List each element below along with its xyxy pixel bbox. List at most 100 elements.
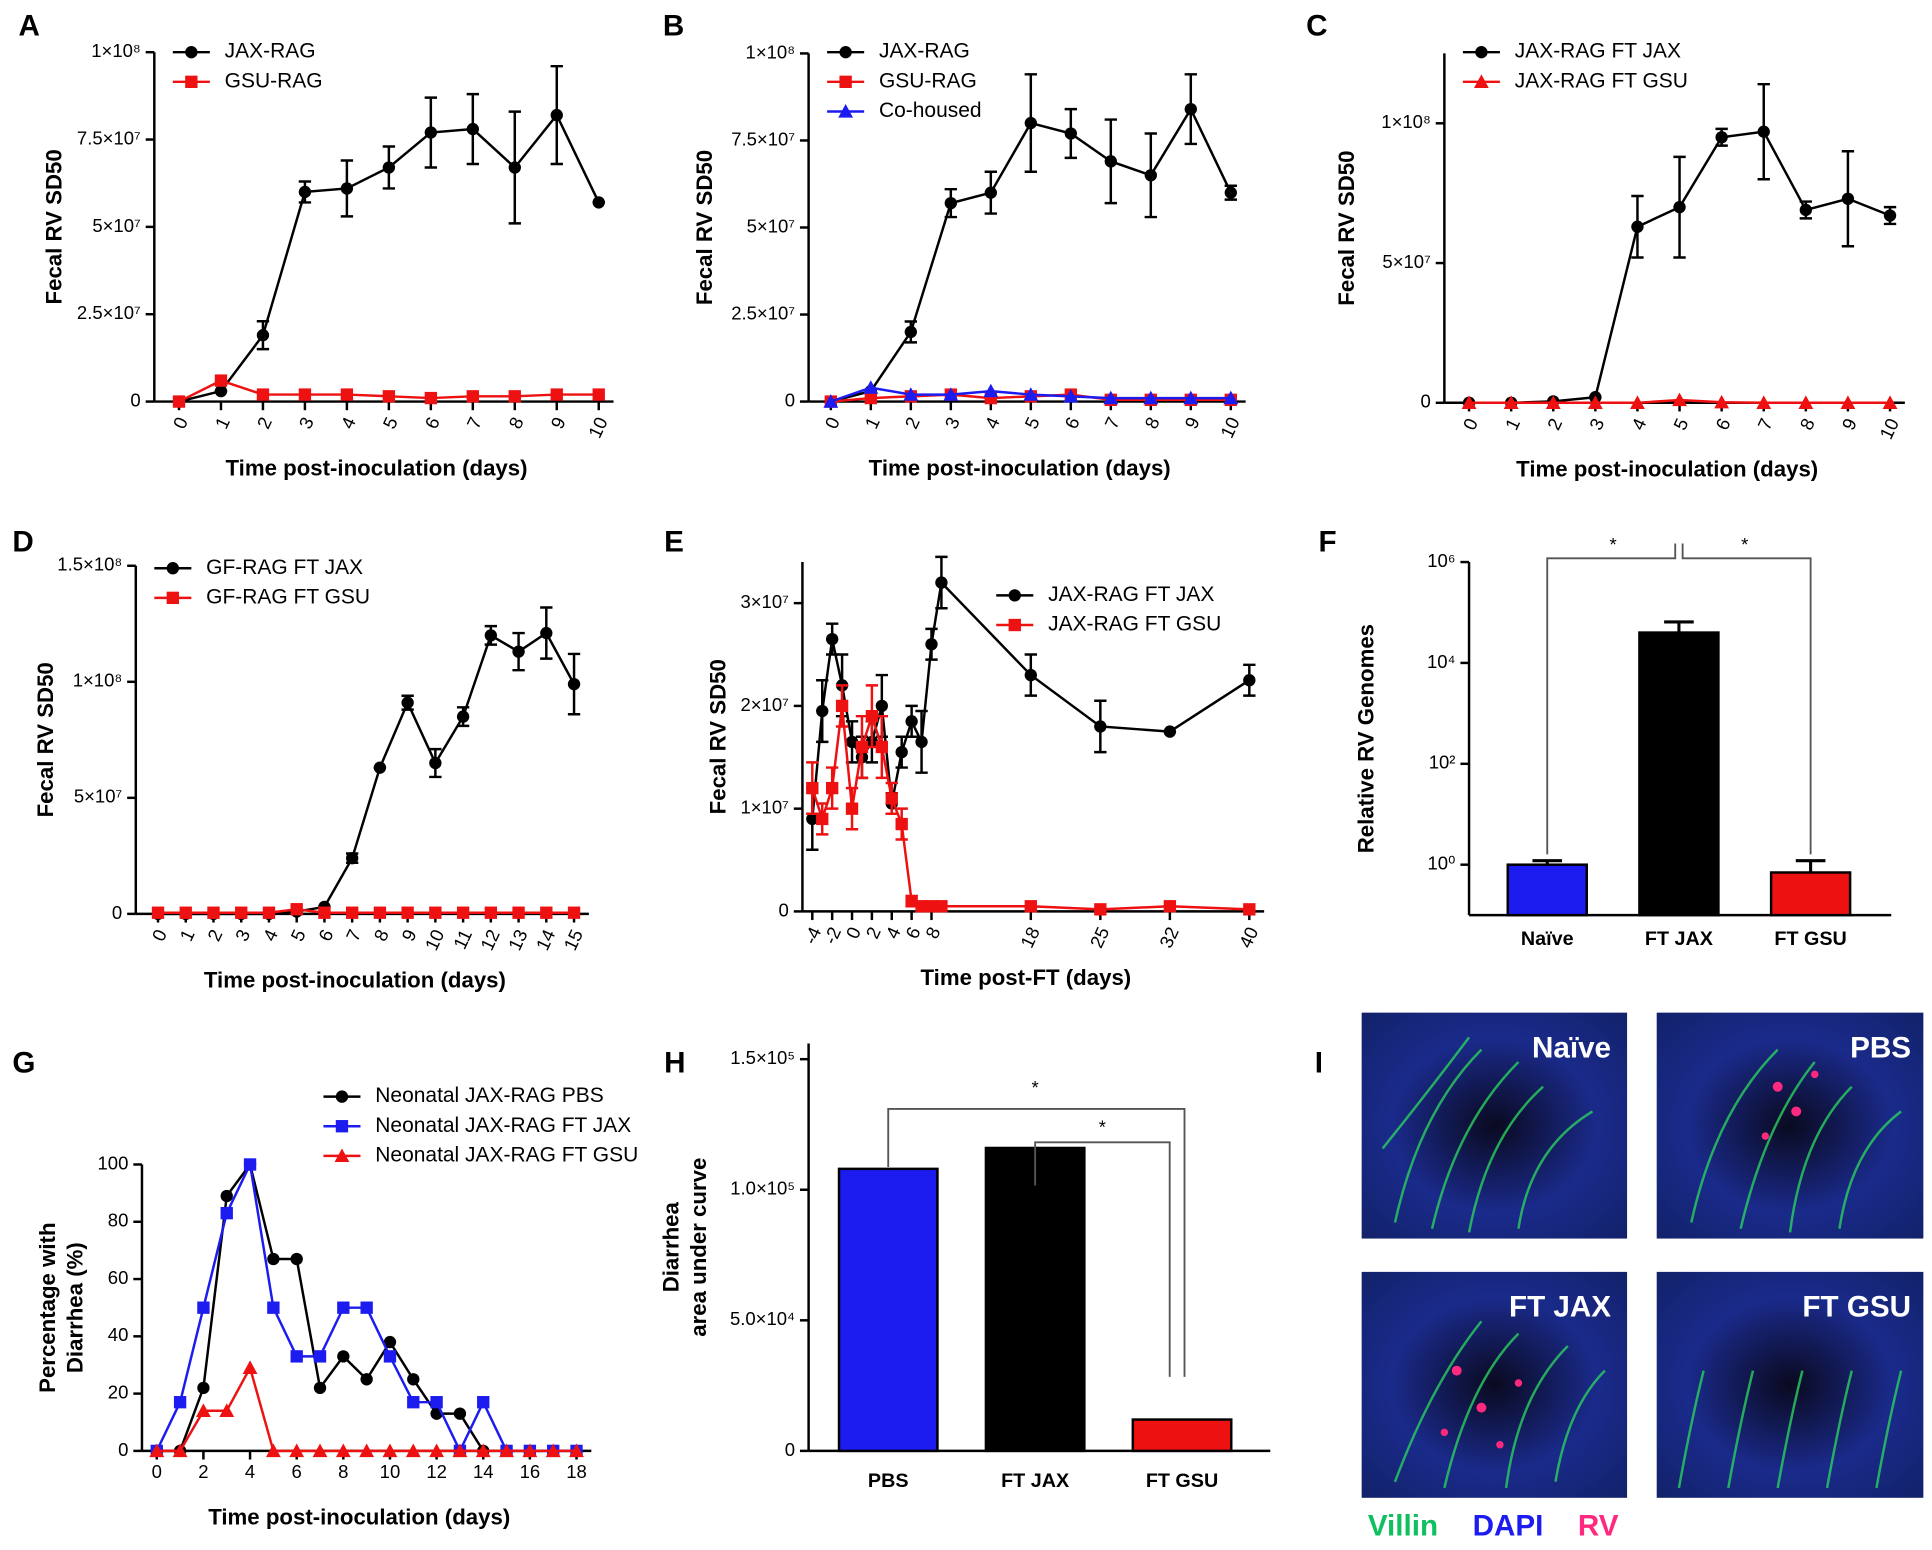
x-tick-label: 0 xyxy=(152,1461,162,1482)
x-tick-label: 9 xyxy=(397,926,420,944)
bar xyxy=(837,1167,939,1453)
data-point xyxy=(1503,395,1519,409)
data-point xyxy=(453,1407,467,1420)
x-tick-label: 4 xyxy=(259,926,282,944)
legend-label: JAX-RAG xyxy=(225,40,316,63)
data-point xyxy=(172,1443,188,1458)
data-point xyxy=(382,1443,398,1458)
y-tick-label: 2.5×10⁷ xyxy=(77,302,141,323)
y-tick-label: 1.5×10⁸ xyxy=(57,554,122,575)
data-point xyxy=(383,1350,397,1363)
x-tick-label: 1 xyxy=(211,414,234,432)
data-point xyxy=(550,108,563,122)
data-point xyxy=(508,390,521,403)
y-tick-label: 0 xyxy=(779,899,789,920)
data-point xyxy=(845,735,859,749)
x-tick-label: 0 xyxy=(1459,415,1482,433)
legend-marker xyxy=(1475,46,1488,59)
legend-label: Neonatal JAX-RAG FT GSU xyxy=(375,1143,638,1166)
data-point xyxy=(1883,209,1897,222)
data-point xyxy=(592,196,605,209)
data-point xyxy=(569,1443,584,1458)
data-point xyxy=(149,1443,165,1458)
data-point xyxy=(1882,395,1898,409)
series-line xyxy=(811,579,1250,820)
chart: B 0 2.5×10⁷ 5×10⁷ 7.5×10⁷ 1×10⁸ Fecal RV SD50 T… xyxy=(663,9,1246,480)
data-point xyxy=(806,812,819,826)
data-point xyxy=(512,645,525,658)
x-axis-title: Time post-inoculation (days) xyxy=(226,455,528,480)
x-axis-title: Time post-FT (days) xyxy=(921,965,1132,990)
legend-label: Co-housed xyxy=(879,99,982,122)
data-point xyxy=(935,576,948,589)
data-point xyxy=(196,1403,211,1417)
panel-letter: D xyxy=(12,525,33,558)
data-point xyxy=(1715,131,1728,144)
y-tick-label: 5×10⁷ xyxy=(74,786,122,807)
y-tick-label: 5.0×10⁴ xyxy=(730,1308,795,1329)
data-point xyxy=(401,696,414,709)
x-tick-label: 10 xyxy=(1216,414,1244,442)
data-point xyxy=(243,1158,257,1171)
y-axis-title: Percentage with xyxy=(35,1222,60,1392)
rv-stain xyxy=(1440,1070,1819,1449)
significance-label: * xyxy=(1099,1117,1106,1138)
data-point xyxy=(267,1252,280,1266)
x-tick-label: 2 xyxy=(900,414,923,432)
data-point xyxy=(823,394,839,408)
x-tick-label: 18 xyxy=(566,1461,587,1482)
x-tick-label: 8 xyxy=(370,926,393,944)
data-point xyxy=(855,740,869,754)
y-axis-title: area under curve xyxy=(686,1158,711,1337)
micrograph xyxy=(1656,1012,1924,1239)
panel-letter: E xyxy=(664,525,684,558)
data-point xyxy=(256,388,270,401)
x-tick-label: 7 xyxy=(1100,414,1123,432)
data-point xyxy=(864,391,877,405)
data-point xyxy=(1461,395,1477,409)
y-tick-label: 1.0×10⁵ xyxy=(730,1178,795,1199)
y-axis-title: Relative RV Genomes xyxy=(1354,624,1379,853)
x-tick-label: 9 xyxy=(546,414,569,432)
x-tick-label: 2 xyxy=(198,1461,208,1482)
x-tick-label: 14 xyxy=(532,926,560,954)
legend-label: Neonatal JAX-RAG FT JAX xyxy=(375,1114,631,1137)
data-point xyxy=(456,906,470,919)
data-point xyxy=(340,388,354,401)
data-point xyxy=(424,126,438,139)
legend-label: Neonatal JAX-RAG PBS xyxy=(375,1084,603,1107)
x-tick-label: 6 xyxy=(292,1461,302,1482)
data-point xyxy=(806,781,819,795)
panel-letter: G xyxy=(12,1046,35,1079)
x-tick-label: 8 xyxy=(921,924,944,942)
data-point xyxy=(915,735,928,749)
data-point xyxy=(151,906,165,919)
data-point xyxy=(1673,200,1686,214)
data-point xyxy=(318,906,331,919)
x-tick-label: PBS xyxy=(868,1470,909,1492)
error-bar xyxy=(1795,859,1826,873)
data-point xyxy=(1630,395,1645,409)
x-tick-label: 1 xyxy=(1501,415,1524,433)
x-tick-label: -4 xyxy=(799,924,825,948)
data-point xyxy=(567,677,581,691)
y-tick-label: 100 xyxy=(98,1152,129,1173)
data-point xyxy=(863,380,879,394)
error-bar xyxy=(1664,620,1694,633)
x-tick-label: 3 xyxy=(231,926,254,944)
y-tick-label: 0 xyxy=(130,389,140,410)
panel-letter: I xyxy=(1315,1046,1323,1079)
data-point xyxy=(1163,725,1177,738)
data-point xyxy=(475,1443,491,1458)
data-point xyxy=(452,1443,468,1458)
data-point xyxy=(172,395,186,408)
data-point xyxy=(484,629,498,642)
x-tick-label: Naïve xyxy=(1521,928,1574,950)
x-tick-label: 25 xyxy=(1086,924,1114,952)
data-point xyxy=(197,1381,210,1395)
legend-marker xyxy=(335,1090,349,1103)
data-point xyxy=(197,1301,210,1314)
micrograph xyxy=(1361,1271,1628,1498)
panel-letter: B xyxy=(663,9,684,42)
